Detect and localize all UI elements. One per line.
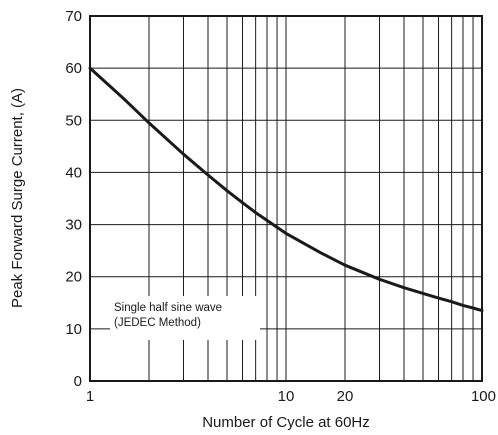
y-tick-label-0: 0	[74, 373, 82, 390]
y-tick-label-3: 30	[65, 217, 82, 234]
x-axis-label: Number of Cycle at 60Hz	[202, 414, 370, 431]
y-tick-label-6: 60	[65, 60, 82, 77]
x-tick-labels: 1 10 20 100	[86, 388, 496, 405]
annotation-line-1: Single half sine wave	[114, 302, 222, 314]
annotation-background	[110, 296, 260, 340]
y-tick-label-7: 70	[65, 8, 82, 25]
y-tick-label-1: 10	[65, 321, 82, 338]
y-tick-label-5: 50	[65, 112, 82, 129]
x-tick-label-0: 1	[86, 388, 94, 405]
annotation-line-2: (JEDEC Method)	[114, 317, 201, 329]
y-tick-labels: 0 10 20 30 40 50 60 70	[65, 8, 82, 390]
x-tick-label-2: 20	[337, 388, 354, 405]
vertical-gridlines	[148, 16, 474, 381]
annotation-box: Single half sine wave (JEDEC Method)	[110, 296, 260, 340]
x-tick-label-3: 100	[471, 388, 496, 405]
x-tick-label-1: 10	[278, 388, 295, 405]
y-axis-label: Peak Forward Surge Current, (A)	[9, 88, 26, 308]
y-tick-label-4: 40	[65, 164, 82, 181]
y-tick-label-2: 20	[65, 269, 82, 286]
surge-current-curve	[88, 66, 484, 313]
plot-area-frame	[89, 15, 483, 382]
